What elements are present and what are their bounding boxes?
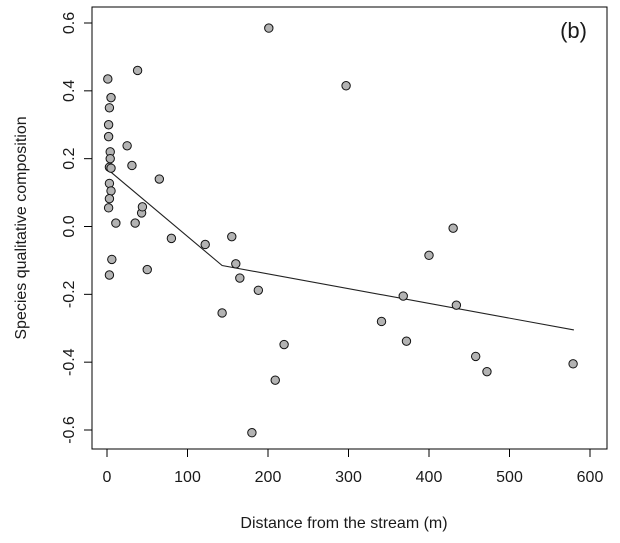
x-tick-label: 0: [103, 469, 112, 486]
data-point: [104, 178, 115, 189]
x-tick-label: 100: [174, 469, 201, 486]
data-point: [103, 203, 114, 213]
data-point: [341, 81, 351, 91]
y-tick-label: 0.6: [61, 12, 78, 34]
y-tick-label: 0.0: [61, 215, 78, 237]
data-point: [482, 366, 492, 377]
data-point: [200, 239, 210, 250]
x-axis: 0 100 200 300 400 500 600: [103, 448, 604, 486]
data-point: [227, 231, 237, 242]
data-point: [424, 250, 434, 261]
fit-line: [106, 168, 574, 331]
y-axis-label: Species qualitative composition: [13, 116, 30, 339]
data-point: [264, 23, 274, 33]
x-tick-label: 400: [416, 469, 443, 486]
data-point: [448, 223, 458, 233]
data-point: [107, 254, 117, 265]
data-point: [253, 285, 264, 295]
data-point: [130, 218, 140, 228]
x-tick-label: 500: [496, 469, 523, 486]
data-point: [127, 160, 137, 171]
data-point: [247, 428, 257, 438]
data-point: [231, 259, 241, 269]
data-point: [279, 339, 289, 350]
x-tick-label: 200: [255, 469, 282, 486]
fit-line-group: [106, 168, 574, 331]
data-point: [106, 186, 116, 196]
plot-frame: [91, 6, 608, 450]
panel-label: (b): [560, 18, 587, 43]
data-point: [137, 202, 148, 212]
x-axis-label: Distance from the stream (m): [240, 515, 447, 532]
data-point: [103, 131, 114, 142]
data-point: [142, 264, 152, 275]
data-point: [105, 153, 115, 164]
data-points: [103, 23, 578, 438]
y-tick-label: -0.4: [61, 348, 78, 376]
data-point: [217, 308, 227, 318]
y-tick-label: 0.2: [61, 147, 78, 169]
data-point: [132, 65, 143, 76]
data-point: [235, 273, 245, 283]
y-tick-label: -0.2: [61, 280, 78, 308]
data-point: [122, 141, 132, 151]
data-point: [451, 300, 462, 310]
data-point: [106, 163, 116, 173]
data-point: [401, 336, 412, 346]
data-point: [568, 359, 578, 369]
data-point: [398, 291, 408, 301]
y-tick-label: 0.4: [61, 80, 78, 102]
data-point: [103, 74, 113, 84]
data-point: [104, 193, 115, 204]
data-point: [166, 233, 177, 244]
data-point: [111, 218, 121, 228]
data-point: [470, 351, 481, 362]
y-axis: -0.6 -0.4 -0.2 0.0 0.2 0.4 0.6: [61, 12, 93, 444]
data-point: [376, 316, 387, 327]
data-point: [106, 92, 116, 103]
data-point: [104, 270, 115, 280]
y-tick-label: -0.6: [61, 416, 78, 444]
x-tick-label: 600: [577, 469, 604, 486]
data-point: [154, 174, 165, 184]
x-tick-label: 300: [335, 469, 362, 486]
data-point: [104, 103, 115, 113]
data-point: [270, 375, 280, 385]
data-point: [103, 120, 114, 130]
